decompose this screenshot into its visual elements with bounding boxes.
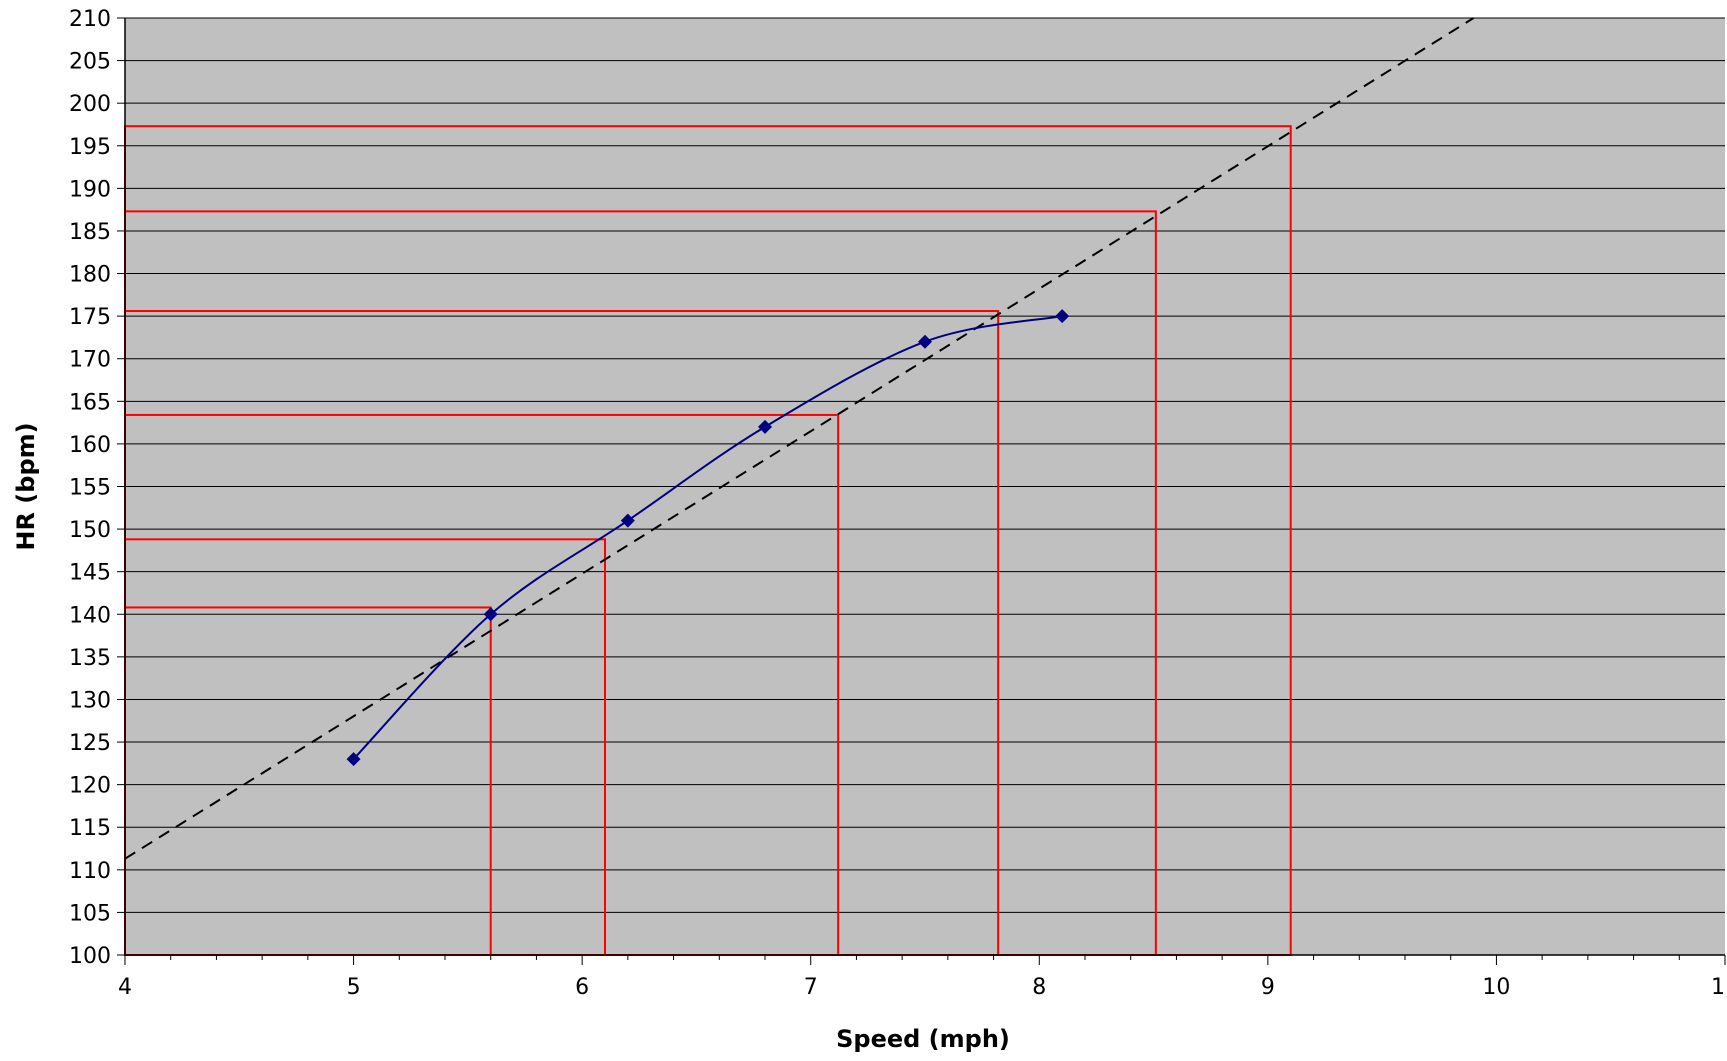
y-tick-label: 190 [69,177,111,202]
x-tick-label: 7 [804,975,818,1000]
trendline-group [124,17,1475,860]
x-tick-label: 4 [118,975,132,1000]
y-tick-label: 135 [69,646,111,671]
y-tick-label: 130 [69,688,111,713]
y-tick-label: 120 [69,774,111,799]
y-tick-label: 195 [69,135,111,160]
y-tick-label: 125 [69,731,111,756]
x-axis-title: Speed (mph) [836,1025,1010,1053]
data-point-3 [620,513,635,528]
x-tick-label: 11 [1711,975,1727,1000]
y-axis-title: HR (bpm) [12,422,40,550]
y-tick-label: 100 [69,944,111,969]
tick-labels: 1001051101151201251301351401451501551601… [69,7,1727,1000]
y-tick-label: 150 [69,518,111,543]
x-tick-label: 8 [1032,975,1046,1000]
y-tick-label: 205 [69,50,111,75]
x-tick-label: 5 [347,975,361,1000]
y-tick-label: 200 [69,92,111,117]
y-tick-label: 140 [69,603,111,628]
y-tick-label: 175 [69,305,111,330]
data-series [346,309,1070,767]
y-tick-label: 165 [69,390,111,415]
y-tick-label: 105 [69,901,111,926]
data-point-1 [346,752,361,767]
gridlines [125,17,1725,956]
y-tick-label: 155 [69,476,111,501]
y-tick-label: 210 [69,7,111,32]
data-point-4 [758,419,772,434]
x-tick-label: 6 [575,975,589,1000]
x-tick-label: 9 [1261,975,1275,1000]
x-tick-label: 10 [1482,975,1510,1000]
y-tick-label: 110 [69,859,111,884]
y-tick-label: 180 [69,263,111,288]
axes [117,17,1726,965]
y-tick-label: 160 [69,433,111,458]
y-tick-label: 170 [69,348,111,373]
y-tick-label: 185 [69,220,111,245]
data-point-6 [1055,309,1070,324]
data-point-2 [483,607,498,622]
trendline [124,17,1475,860]
y-tick-label: 145 [69,561,111,586]
data-point-5 [918,334,932,349]
y-tick-label: 115 [69,816,111,841]
